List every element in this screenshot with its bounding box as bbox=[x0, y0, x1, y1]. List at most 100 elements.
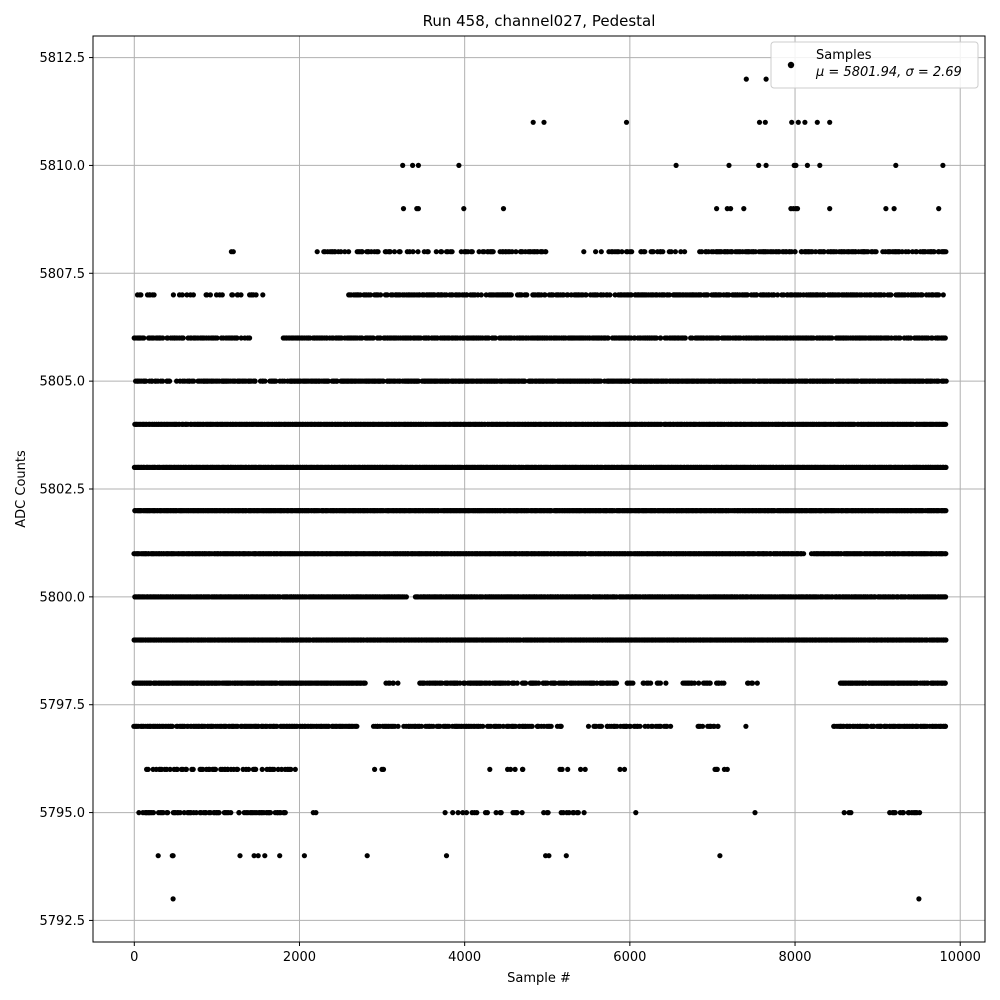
scatter-point bbox=[664, 723, 670, 729]
scatter-point bbox=[613, 680, 620, 686]
scatter-point bbox=[190, 766, 196, 773]
scatter-point bbox=[292, 766, 298, 773]
scatter-point bbox=[585, 723, 592, 729]
scatter-point bbox=[724, 766, 730, 773]
scatter-point bbox=[145, 766, 151, 773]
scatter-point bbox=[523, 680, 529, 686]
scatter-point bbox=[617, 766, 623, 773]
scatter-point bbox=[380, 766, 387, 773]
scatter-point bbox=[364, 853, 370, 859]
scatter-point bbox=[174, 766, 180, 773]
scatter-point bbox=[545, 810, 551, 816]
scatter-point bbox=[362, 680, 368, 686]
scatter-point bbox=[169, 723, 175, 729]
scatter-point bbox=[749, 680, 756, 686]
scatter-point bbox=[430, 723, 436, 729]
scatter-point bbox=[282, 810, 288, 816]
scatter-point bbox=[942, 680, 948, 686]
scatter-point bbox=[559, 766, 565, 773]
scatter-point bbox=[514, 680, 520, 686]
scatter-point bbox=[480, 723, 486, 729]
scatter-point bbox=[460, 810, 466, 816]
scatter-point bbox=[514, 810, 520, 816]
scatter-point bbox=[160, 810, 166, 816]
scatter-point bbox=[313, 810, 319, 816]
scatter-point bbox=[237, 853, 243, 859]
scatter-point bbox=[552, 680, 558, 686]
scatter-point bbox=[512, 766, 518, 773]
scatter-point bbox=[450, 810, 456, 816]
scatter-point bbox=[170, 853, 176, 859]
scatter-point bbox=[943, 637, 949, 643]
scatter-point bbox=[648, 680, 654, 686]
scatter-point bbox=[279, 766, 285, 773]
scatter-point bbox=[621, 766, 628, 773]
scatter-point bbox=[277, 853, 283, 859]
scatter-point bbox=[167, 766, 173, 773]
scatter-point bbox=[598, 723, 605, 729]
scatter-point bbox=[700, 723, 706, 729]
scatter-point bbox=[255, 853, 261, 859]
scatter-point bbox=[165, 810, 171, 816]
scatter-point bbox=[754, 680, 760, 686]
scatter-point bbox=[721, 680, 727, 686]
scatter-point bbox=[372, 766, 378, 773]
scatter-point bbox=[614, 723, 620, 729]
scatter-point bbox=[548, 723, 554, 729]
scatter-point bbox=[801, 551, 807, 557]
scatter-point bbox=[943, 551, 949, 557]
scatter-point bbox=[395, 680, 401, 686]
scatter-point bbox=[717, 853, 723, 859]
scatter-point bbox=[253, 766, 259, 773]
scatter-point bbox=[917, 810, 923, 816]
scatter-point bbox=[271, 766, 277, 773]
scatter-point bbox=[235, 766, 241, 773]
scatter-point bbox=[193, 810, 199, 816]
scatter-point bbox=[668, 723, 674, 729]
scatter-point bbox=[236, 810, 242, 816]
scatter-point bbox=[752, 810, 758, 816]
scatter-point bbox=[663, 680, 669, 686]
scatter-point bbox=[582, 766, 588, 773]
scatter-point bbox=[546, 853, 552, 859]
scatter-point bbox=[942, 723, 949, 729]
scatter-point bbox=[536, 680, 542, 686]
scatter-point bbox=[484, 810, 490, 816]
scatter-point bbox=[267, 810, 274, 816]
scatter-point bbox=[507, 766, 514, 773]
scatter-point bbox=[558, 723, 564, 729]
scatter-point bbox=[520, 766, 526, 773]
scatter-point bbox=[228, 810, 234, 816]
scatter-point bbox=[200, 766, 206, 773]
scatter-point bbox=[658, 723, 664, 729]
scatter-point bbox=[155, 853, 161, 859]
scatter-point bbox=[943, 464, 949, 470]
scatter-point bbox=[637, 723, 643, 729]
scatter-point bbox=[848, 810, 854, 816]
scatter-point bbox=[743, 723, 749, 729]
scatter-point bbox=[150, 810, 157, 816]
scatter-point bbox=[529, 723, 535, 729]
scatter-point bbox=[457, 680, 463, 686]
scatter-point bbox=[136, 810, 142, 816]
scatter-point bbox=[575, 810, 581, 816]
scatter-point bbox=[498, 810, 504, 816]
scatter-point bbox=[216, 810, 222, 816]
scatter-point bbox=[627, 723, 634, 729]
scatter-point bbox=[696, 680, 702, 686]
scatter-point bbox=[519, 810, 525, 816]
scatter-point bbox=[418, 723, 425, 729]
scatter-point bbox=[581, 810, 587, 816]
scatter-point bbox=[691, 680, 698, 686]
scatter-point bbox=[212, 766, 219, 773]
scatter-point bbox=[288, 766, 294, 773]
scatter-point bbox=[455, 810, 461, 816]
scatter-point bbox=[262, 853, 268, 859]
scatter-point bbox=[943, 508, 949, 514]
scatter-point bbox=[443, 853, 450, 859]
scatter-point bbox=[301, 853, 307, 859]
scatter-point bbox=[487, 766, 493, 773]
scatter-point bbox=[183, 766, 189, 773]
scatter-point bbox=[892, 810, 898, 816]
